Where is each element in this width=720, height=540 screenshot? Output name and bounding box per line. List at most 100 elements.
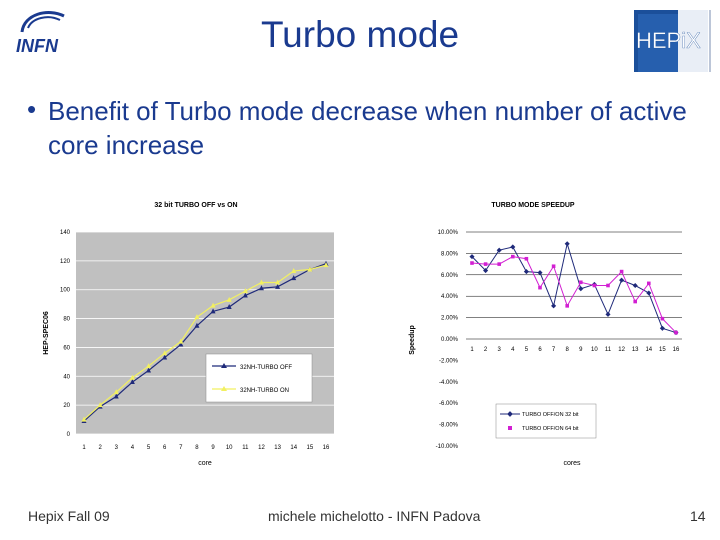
data-point bbox=[470, 261, 474, 265]
y-tick-label: 80 bbox=[63, 317, 70, 323]
data-point bbox=[538, 285, 542, 290]
data-point bbox=[523, 269, 529, 275]
footer-center: michele michelotto - INFN Padova bbox=[268, 508, 481, 524]
x-tick-label: 4 bbox=[511, 347, 515, 353]
data-point bbox=[258, 279, 264, 285]
data-point bbox=[483, 267, 489, 274]
data-point bbox=[674, 330, 678, 335]
y-tick-label: -2.00% bbox=[439, 358, 459, 364]
legend: TURBO OFF/ON 32 bit TURBO OFF/ON 64 bit bbox=[495, 403, 597, 439]
data-point bbox=[146, 363, 152, 369]
data-point bbox=[647, 281, 651, 286]
data-point bbox=[275, 279, 281, 285]
data-point bbox=[178, 341, 184, 347]
data-point bbox=[242, 288, 248, 294]
x-tick-label: 16 bbox=[673, 347, 680, 353]
legend-label-64bit: TURBO OFF/ON 64 bit bbox=[522, 426, 579, 432]
x-tick-label: 11 bbox=[242, 445, 249, 451]
chart-title: 32 bit TURBO OFF vs ON bbox=[154, 202, 237, 209]
data-point bbox=[592, 283, 597, 288]
data-point bbox=[619, 277, 625, 283]
page-number: 14 bbox=[690, 508, 706, 524]
legend-label-32bit: TURBO OFF/ON 32 bit bbox=[522, 412, 579, 418]
data-point bbox=[162, 354, 168, 360]
x-tick-label: 14 bbox=[645, 347, 652, 353]
data-point bbox=[129, 379, 135, 385]
data-point bbox=[226, 304, 232, 310]
y-tick-label: 140 bbox=[60, 230, 71, 236]
x-tick-label: 6 bbox=[538, 347, 542, 353]
y-tick-label: 0 bbox=[67, 432, 71, 438]
x-tick-label: 2 bbox=[484, 347, 488, 353]
data-point bbox=[129, 374, 135, 380]
data-point bbox=[194, 322, 200, 328]
data-point bbox=[565, 304, 569, 308]
data-point bbox=[659, 325, 665, 331]
infn-logo: INFN bbox=[8, 4, 72, 66]
y-axis-label: Speedup bbox=[409, 325, 416, 355]
x-tick-label: 15 bbox=[659, 347, 666, 353]
x-tick-label: 3 bbox=[498, 347, 502, 353]
data-point bbox=[210, 302, 216, 308]
slide-title: Turbo mode bbox=[260, 14, 460, 55]
data-point bbox=[291, 275, 297, 281]
data-point bbox=[606, 283, 610, 288]
data-point bbox=[226, 296, 232, 302]
data-point bbox=[242, 292, 248, 298]
legend-marker-32bit bbox=[507, 411, 513, 417]
y-tick-label: 60 bbox=[63, 345, 70, 351]
chart-turbo-off-vs-on: 32 bit TURBO OFF vs ON 0 20 40 60 80 100 120 14… bbox=[36, 190, 346, 485]
data-point bbox=[81, 416, 87, 422]
x-tick-label: 5 bbox=[525, 347, 529, 353]
data-point bbox=[323, 262, 329, 268]
series-line bbox=[471, 256, 677, 333]
y-tick-label: 20 bbox=[63, 403, 70, 409]
chart-title: TURBO MODE SPEEDUP bbox=[491, 202, 575, 209]
data-point bbox=[579, 280, 583, 285]
data-point bbox=[633, 299, 637, 304]
bullet-marker: • bbox=[27, 94, 37, 124]
x-tick-label: 3 bbox=[115, 445, 119, 451]
legend-marker-on bbox=[221, 386, 227, 391]
data-point bbox=[146, 367, 152, 373]
y-tick-label: 4.00% bbox=[441, 294, 459, 300]
data-point bbox=[511, 254, 515, 259]
x-tick-label: 2 bbox=[98, 445, 102, 451]
data-point bbox=[660, 316, 665, 321]
data-point bbox=[564, 241, 570, 247]
y-tick-label: -6.00% bbox=[439, 401, 459, 407]
x-tick-label: 8 bbox=[195, 445, 199, 451]
infn-logo-text: INFN bbox=[16, 36, 59, 56]
y-tick-label: -10.00% bbox=[436, 444, 459, 450]
data-point bbox=[605, 311, 611, 317]
x-tick-label: 1 bbox=[470, 347, 474, 353]
x-tick-label: 12 bbox=[618, 347, 625, 353]
y-tick-label: 40 bbox=[63, 374, 70, 380]
x-tick-label: 9 bbox=[579, 347, 583, 353]
x-axis-label: cores bbox=[563, 460, 581, 467]
y-axis-label: HEP-SPEC06 bbox=[43, 311, 50, 355]
data-point bbox=[275, 283, 281, 289]
y-tick-label: -8.00% bbox=[439, 423, 459, 429]
data-point bbox=[178, 338, 184, 344]
data-point bbox=[537, 270, 543, 276]
data-point bbox=[632, 282, 638, 289]
plot-area bbox=[76, 232, 334, 434]
bullet-text: Benefit of Turbo mode decrease when numb… bbox=[48, 96, 687, 160]
data-point bbox=[291, 267, 297, 273]
legend-marker-off bbox=[221, 363, 227, 368]
data-point bbox=[646, 290, 652, 296]
data-point bbox=[524, 256, 529, 261]
x-tick-label: 4 bbox=[131, 445, 135, 451]
data-point bbox=[551, 303, 557, 309]
data-point bbox=[510, 244, 516, 250]
x-tick-label: 1 bbox=[82, 445, 86, 451]
y-tick-label: 8.00% bbox=[441, 251, 459, 257]
data-point bbox=[162, 350, 168, 356]
series-line bbox=[471, 241, 677, 334]
data-point bbox=[497, 262, 501, 266]
data-point bbox=[307, 266, 313, 272]
y-tick-label: 120 bbox=[60, 259, 71, 265]
x-axis-label: core bbox=[198, 460, 212, 467]
y-tick-label: -4.00% bbox=[439, 380, 459, 386]
